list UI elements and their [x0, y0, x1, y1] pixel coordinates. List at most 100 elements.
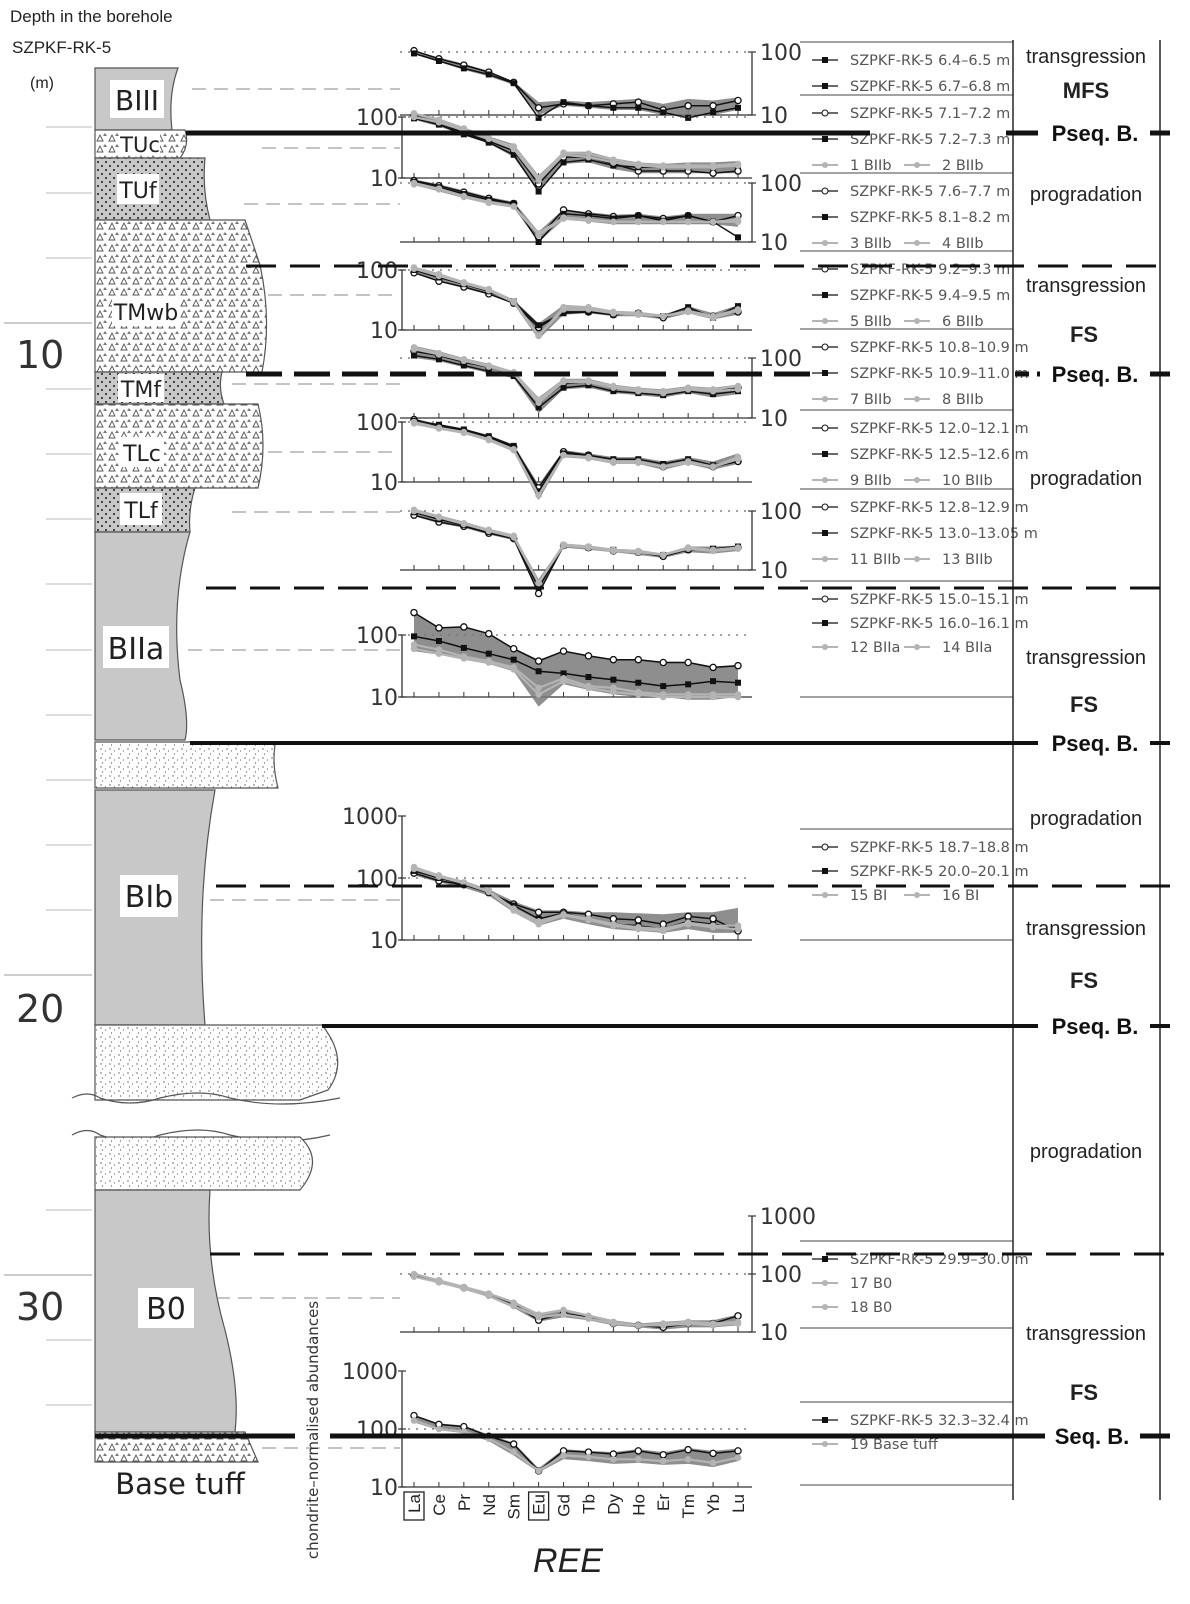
y-tick-label-100: 100: [760, 172, 802, 197]
stage-progradation-1: progradation: [1030, 184, 1142, 206]
point-Ce: [435, 1278, 443, 1286]
series-line: [413, 611, 739, 669]
point-Tm: [684, 658, 692, 667]
depth-label-10: 10: [16, 333, 64, 377]
point-La: [410, 265, 418, 273]
stage-transgression-4: transgression: [1026, 918, 1146, 940]
ree-chart-6: 100 10: [356, 411, 752, 501]
point-Gd: [560, 451, 567, 459]
legend-label: SZPKF-RK-5 7.2–7.3 m: [850, 132, 1010, 148]
point-Eu: [534, 908, 543, 917]
series-line: [413, 1414, 739, 1472]
legend-label: SZPKF-RK-5 29.9–30.0 m: [850, 1252, 1029, 1268]
point-Lu: [734, 96, 742, 105]
point-Gd: [560, 912, 567, 919]
y-tick-label-10: 10: [760, 559, 788, 584]
point-Lu: [735, 303, 741, 310]
point-Eu: [535, 1467, 542, 1475]
point-Eu: [535, 114, 542, 121]
point-Nd: [485, 71, 492, 78]
series-1: [410, 268, 742, 332]
ree-chart-8: 100 10: [356, 608, 752, 711]
series-line: [413, 354, 739, 409]
point-Gd: [560, 1306, 567, 1314]
point-Er: [660, 683, 667, 690]
unit-label-TUc: TUc: [119, 133, 160, 157]
legend-marker: [821, 343, 829, 351]
series-1: [410, 176, 742, 242]
legend-label: SZPKF-RK-5 12.5–12.6 m: [850, 447, 1029, 463]
legend-marker: [822, 477, 828, 483]
legend-2: SZPKF-RK-5 7.1–7.2 m SZPKF-RK-5 7.2–7.3 m…: [800, 94, 1013, 174]
point-Ho: [635, 691, 642, 698]
point-Tm: [684, 1445, 692, 1454]
pseq-boundary-4-label: Pseq. B.: [1052, 1014, 1139, 1039]
legend-marker: [822, 644, 828, 650]
y-tick-label-100: 100: [760, 1263, 802, 1288]
unit-label-TUf: TUf: [118, 179, 158, 204]
unit-label-BIII: BIII: [115, 84, 159, 117]
point-Lu: [735, 104, 741, 111]
legend-marker: [914, 556, 920, 562]
series-4: [410, 420, 742, 499]
legend-label: 5 BIIb: [850, 314, 892, 330]
point-Tm: [684, 218, 692, 226]
point-Dy: [610, 459, 617, 466]
ree-chart-2: 100 10: [356, 106, 752, 195]
point-Tm: [684, 693, 692, 701]
legend-4: SZPKF-RK-5 9.2–9.3 m SZPKF-RK-5 9.4–9.5 m…: [800, 250, 1013, 330]
point-Er: [659, 1322, 667, 1329]
legend-label: SZPKF-RK-5 8.1–8.2 m: [850, 210, 1010, 226]
point-Yb: [710, 109, 717, 116]
point-Pr: [460, 429, 468, 437]
stage-mfs: MFS: [1063, 78, 1109, 103]
stage-column: transgression MFS progradation transgres…: [1012, 40, 1161, 1500]
series-line: [413, 269, 739, 327]
series-line: [413, 509, 739, 586]
point-Ho: [635, 679, 642, 686]
point-Tb: [585, 544, 592, 551]
point-Tb: [585, 1315, 592, 1322]
point-Tb: [585, 217, 592, 224]
point-Eu: [535, 492, 542, 499]
point-Tb: [585, 102, 592, 109]
depth-label-20: 20: [16, 987, 64, 1031]
point-Ho: [635, 218, 642, 226]
legend-label: SZPKF-RK-5 10.8–10.9 m: [850, 340, 1029, 356]
legend-label: 12 BIIa: [850, 640, 900, 656]
y-tick-label-100: 100: [760, 500, 802, 525]
point-Lu: [734, 162, 742, 169]
legend-label: 18 B0: [850, 1300, 892, 1316]
series-line: [413, 180, 739, 244]
point-Sm: [509, 1440, 518, 1448]
point-Sm: [510, 533, 517, 541]
y-tick-label-100: 100: [356, 411, 398, 436]
legend-label: 2 BIIb: [942, 158, 984, 174]
point-Tm: [684, 459, 692, 466]
y-tick-label-100: 100: [356, 867, 398, 892]
legend-marker: [914, 396, 920, 402]
point-Lu: [734, 1320, 742, 1327]
point-Ho: [635, 212, 642, 219]
point-Er: [659, 218, 667, 226]
point-Yb: [709, 1449, 717, 1458]
y-tick-label-100: 100: [356, 1418, 398, 1443]
point-Ho: [634, 655, 643, 664]
point-Yb: [709, 547, 717, 555]
series-line: [413, 647, 738, 699]
legend-marker: [822, 556, 828, 562]
point-Yb: [709, 463, 717, 470]
point-Tm: [685, 681, 692, 688]
ree-chart-7: 100 10: [400, 500, 802, 598]
element-label-Lu: Lu: [729, 1494, 748, 1513]
point-Yb: [709, 1459, 717, 1467]
series-4: [410, 113, 742, 185]
point-Tb: [584, 652, 593, 660]
legend-marker: [822, 292, 828, 298]
legend-label: 7 BIIb: [850, 392, 892, 408]
point-Nd: [485, 368, 492, 375]
sample-envelope: [414, 50, 738, 116]
point-Er: [660, 109, 667, 116]
element-box-La: [403, 1491, 425, 1521]
point-Gd: [560, 1452, 567, 1459]
